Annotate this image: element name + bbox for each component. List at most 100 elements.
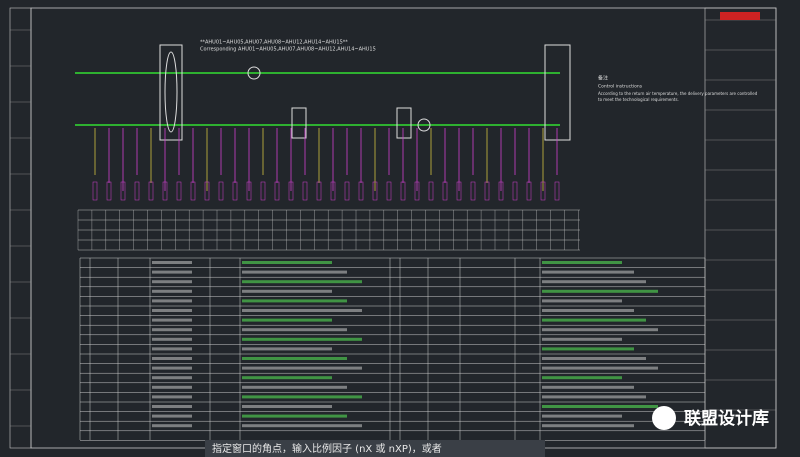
- list-text: [152, 337, 192, 341]
- list-text: [152, 309, 192, 312]
- list-text: [152, 405, 192, 408]
- list-text: [242, 414, 347, 418]
- list-text: [152, 318, 192, 322]
- list-text: [152, 357, 192, 360]
- notes-body: According to the return air temperature,…: [598, 91, 758, 96]
- wire-tag: [372, 181, 378, 201]
- wire-tag: [498, 181, 504, 201]
- list-text: [242, 328, 347, 332]
- list-text: [542, 376, 622, 380]
- list-text: [242, 309, 362, 312]
- wire-tag: [414, 181, 420, 201]
- wire-tag: [330, 181, 336, 201]
- list-text: [542, 395, 646, 399]
- wire-tag: [540, 181, 546, 201]
- wechat-icon: [652, 406, 676, 430]
- list-text: [542, 347, 634, 351]
- wire-tag: [232, 181, 238, 201]
- command-line: 指定窗口的角点，输入比例因子 (nX 或 nXP)，或者: [212, 442, 442, 455]
- list-text: [242, 366, 362, 370]
- list-text: [542, 366, 658, 370]
- list-text: [242, 347, 332, 351]
- list-text: [542, 385, 634, 389]
- command-bar: [205, 440, 545, 457]
- list-text: [242, 357, 347, 360]
- list-text: [542, 270, 634, 274]
- wire-tag: [218, 181, 224, 201]
- list-text: [242, 318, 332, 322]
- wheel: [164, 51, 178, 133]
- list-text: [152, 270, 192, 274]
- wire-tag: [134, 181, 140, 201]
- wire-tag: [190, 181, 196, 201]
- wire-tag: [288, 181, 294, 201]
- list-text: [242, 395, 362, 399]
- wire-tag: [302, 181, 308, 201]
- wire-tag: [260, 181, 266, 201]
- list-text: [152, 299, 192, 303]
- wire-tag: [358, 181, 364, 201]
- wire-tag: [400, 181, 406, 201]
- list-text: [152, 385, 192, 389]
- list-text: [542, 280, 646, 284]
- watermark: 联盟设计库: [684, 408, 769, 429]
- list-text: [542, 309, 634, 312]
- list-text: [242, 299, 347, 303]
- return-fan: [247, 66, 261, 80]
- notes-subtitle: Control instructions: [598, 84, 643, 90]
- wire-tag: [106, 181, 112, 201]
- list-text: [242, 289, 332, 293]
- wire-tag: [120, 181, 126, 201]
- list-text: [152, 347, 192, 351]
- list-text: [542, 357, 646, 360]
- list-text: [542, 424, 634, 428]
- wire-tag: [344, 181, 350, 201]
- list-text: [242, 280, 362, 284]
- list-text: [242, 261, 332, 264]
- notes-title: 备注: [598, 75, 608, 82]
- end-box: [544, 44, 571, 141]
- list-text: [242, 405, 332, 408]
- list-text: [542, 299, 622, 303]
- list-text: [152, 395, 192, 399]
- wire-tag: [554, 181, 560, 201]
- top-note: **AHU01~AHU05,AHU07,AHU08~AHU12,AHU14~AH…: [200, 40, 348, 46]
- list-text: [242, 385, 347, 389]
- list-text: [152, 376, 192, 380]
- supply-fan: [417, 118, 431, 132]
- list-text: [242, 424, 362, 428]
- drawing-layout: [10, 12, 776, 441]
- mixing-box: [159, 44, 183, 141]
- list-text: [152, 261, 192, 264]
- wire-tag: [428, 181, 434, 201]
- wire-tag: [526, 181, 532, 201]
- list-text: [542, 414, 622, 418]
- wire-tag: [470, 181, 476, 201]
- list-text: [152, 414, 192, 418]
- left-strip: [9, 7, 32, 449]
- list-text: [542, 405, 658, 408]
- wire-tag: [316, 181, 322, 201]
- list-text: [542, 289, 658, 293]
- wire-tag: [274, 181, 280, 201]
- logo: [720, 12, 760, 20]
- notes-body: to meet the technological requirements.: [598, 97, 679, 102]
- wire-tag: [484, 181, 490, 201]
- list-text: [542, 337, 622, 341]
- top-note-2: Corresponding AHU01~AHU05,AHU07,AHU08~AH…: [200, 47, 376, 53]
- list-text: [242, 337, 362, 341]
- wire-tag: [92, 181, 98, 201]
- wire-tag: [204, 181, 210, 201]
- wire-tag: [386, 181, 392, 201]
- list-text: [242, 376, 332, 380]
- list-text: [152, 280, 192, 284]
- wire-tag: [176, 181, 182, 201]
- list-text: [542, 261, 622, 264]
- wire-tag: [246, 181, 252, 201]
- wire-tag: [162, 181, 168, 201]
- list-text: [542, 318, 646, 322]
- list-text: [242, 270, 347, 274]
- list-text: [152, 328, 192, 332]
- wire-tag: [512, 181, 518, 201]
